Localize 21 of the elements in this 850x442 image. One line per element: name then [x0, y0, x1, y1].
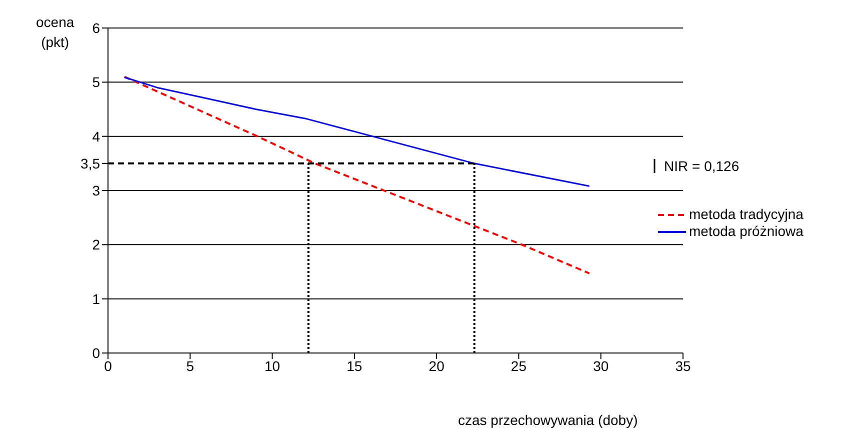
x-tick-label: 20: [428, 358, 445, 374]
y-tick-label: 4: [92, 128, 100, 144]
y-tick-label: 2: [92, 236, 100, 253]
y-tick-label: 0: [92, 344, 100, 361]
y-tick-label: 5: [92, 74, 100, 90]
x-tick-label: 10: [264, 358, 280, 374]
y-tick-label: 3,5: [80, 155, 100, 172]
y-tick-label: 3: [92, 182, 100, 198]
x-axis-title: czas przechowywania (doby): [458, 412, 638, 428]
x-tick-label: 30: [593, 358, 609, 374]
legend-label: metoda tradycyjna: [689, 206, 804, 223]
x-tick-label: 5: [186, 358, 194, 374]
y-tick-label: 1: [92, 290, 100, 307]
x-tick-label: 15: [346, 358, 362, 374]
x-tick-label: 0: [104, 358, 112, 374]
x-tick-label: 25: [510, 358, 527, 374]
y-axis-title: ocena (pkt): [36, 13, 74, 52]
y-tick-label: 6: [92, 20, 100, 36]
annotation: NIR = 0,126: [664, 158, 740, 174]
legend-label: metoda próżniowa: [689, 223, 804, 240]
x-tick-label: 35: [675, 358, 691, 374]
